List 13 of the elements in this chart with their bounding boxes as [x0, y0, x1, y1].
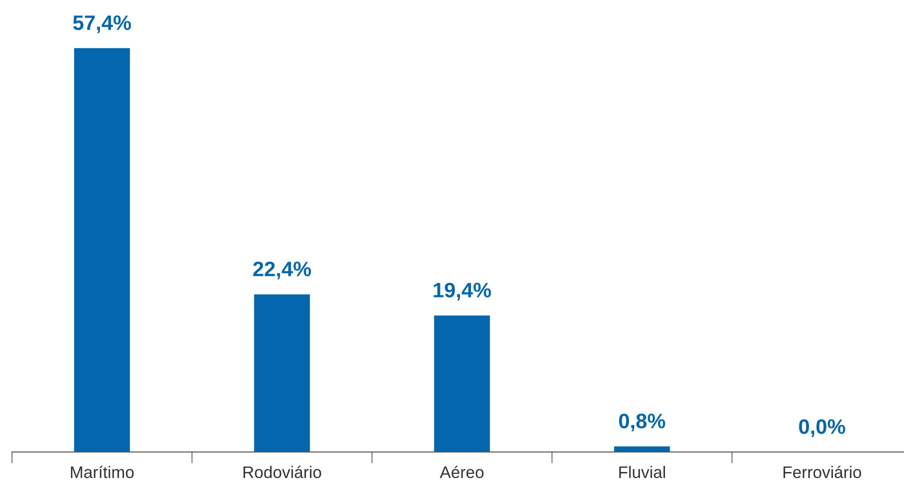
x-tick-label: Rodoviário — [244, 466, 322, 478]
data-label: 57,4% — [73, 15, 131, 34]
bar — [254, 294, 310, 452]
bar — [434, 315, 490, 452]
x-tick-label: Marítimo — [70, 466, 134, 478]
x-tick-label: Aéreo — [440, 466, 484, 478]
bar — [74, 48, 130, 452]
x-tick-label: Fluvial — [619, 466, 665, 478]
data-label: 22,4% — [253, 262, 311, 280]
data-label: 0,8% — [619, 414, 666, 432]
data-label: 0,0% — [799, 419, 846, 438]
data-label: 19,4% — [434, 282, 491, 301]
x-tick-label: Ferroviário — [784, 466, 862, 478]
